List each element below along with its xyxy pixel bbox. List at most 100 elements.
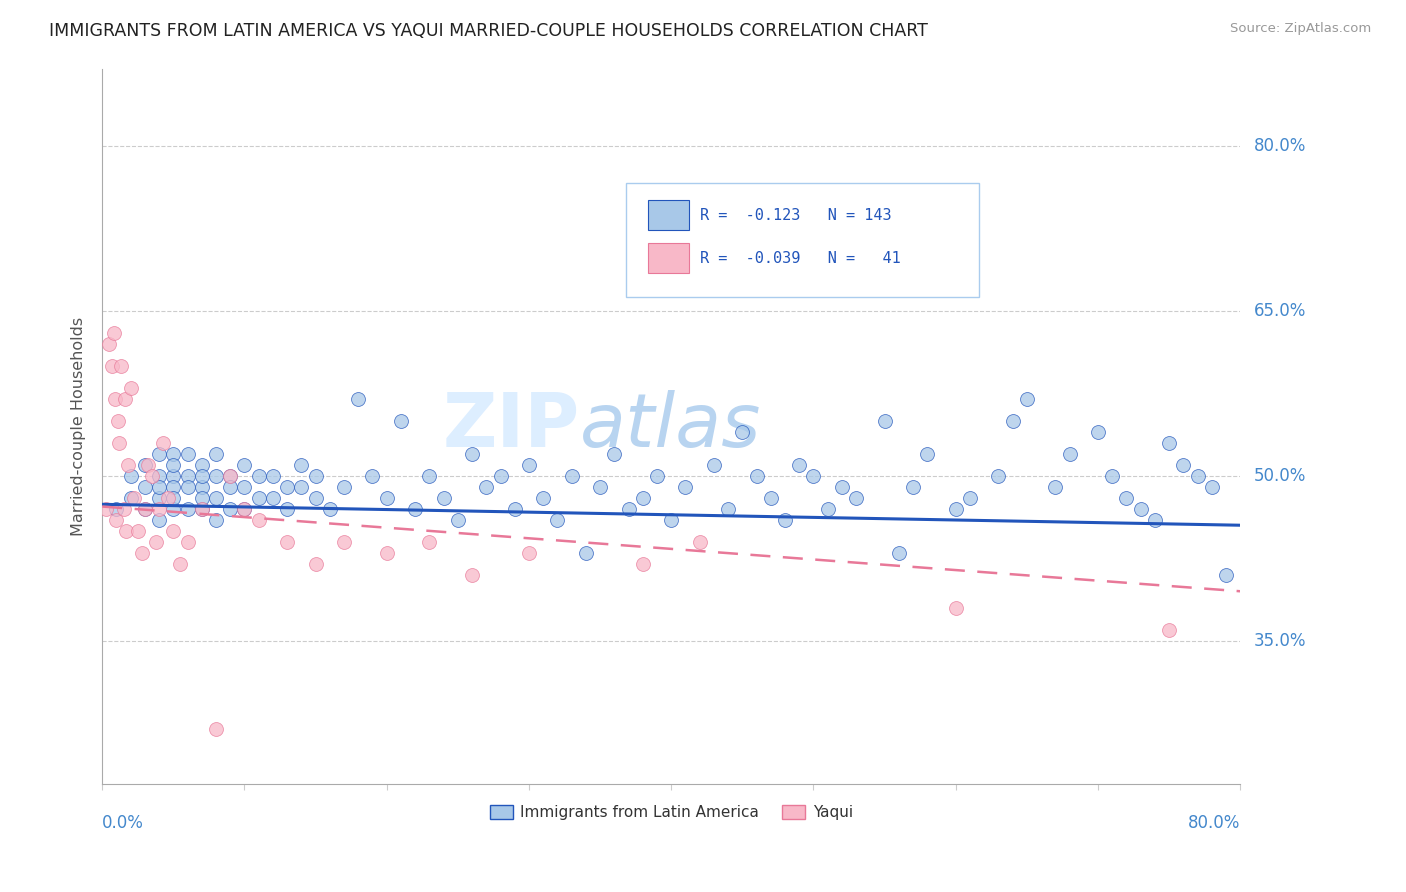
Point [433, 491, 456, 505]
Point [191, 491, 214, 505]
Point [262, 491, 284, 505]
Point [262, 468, 284, 483]
Point [418, 534, 440, 549]
Point [1143, 513, 1166, 527]
Point [603, 447, 626, 461]
Text: 80.0%: 80.0% [1254, 136, 1306, 154]
Point [233, 501, 256, 516]
Text: atlas: atlas [581, 390, 762, 462]
Point [108, 435, 131, 450]
Point [205, 722, 228, 736]
Text: 0.0%: 0.0% [103, 814, 143, 832]
Point [645, 468, 668, 483]
Point [347, 392, 370, 406]
Point [148, 468, 170, 483]
Point [98, 336, 121, 351]
Point [162, 468, 184, 483]
Point [191, 480, 214, 494]
Point [319, 501, 342, 516]
Point [131, 546, 153, 560]
Point [219, 468, 242, 483]
Point [1015, 392, 1038, 406]
Point [1159, 435, 1181, 450]
Point [1159, 623, 1181, 637]
Point [145, 534, 167, 549]
Point [176, 501, 198, 516]
Point [101, 359, 124, 373]
Point [845, 491, 868, 505]
Point [675, 480, 697, 494]
Point [375, 546, 398, 560]
Point [169, 557, 191, 571]
Point [803, 468, 825, 483]
Point [575, 546, 598, 560]
Point [162, 524, 184, 538]
Point [1045, 480, 1067, 494]
Text: 80.0%: 80.0% [1188, 814, 1240, 832]
Point [247, 491, 270, 505]
Point [304, 468, 326, 483]
Point [162, 501, 184, 516]
Point [162, 491, 184, 505]
Point [517, 546, 540, 560]
Point [703, 458, 725, 472]
Point [389, 414, 412, 428]
Point [120, 468, 142, 483]
Point [176, 534, 198, 549]
Y-axis label: Married-couple Households: Married-couple Households [72, 317, 86, 536]
Point [659, 513, 682, 527]
Text: R =  -0.039   N =   41: R = -0.039 N = 41 [700, 251, 900, 266]
Point [148, 513, 170, 527]
Point [110, 359, 132, 373]
Point [276, 501, 298, 516]
Text: Source: ZipAtlas.com: Source: ZipAtlas.com [1230, 22, 1371, 36]
Point [114, 392, 136, 406]
Point [191, 458, 214, 472]
Point [233, 480, 256, 494]
Point [917, 447, 939, 461]
Point [162, 458, 184, 472]
Point [276, 480, 298, 494]
Point [134, 458, 156, 472]
Point [112, 501, 135, 516]
Point [503, 501, 526, 516]
Point [631, 491, 654, 505]
Point [517, 458, 540, 472]
Point [1215, 567, 1237, 582]
Point [103, 326, 125, 340]
Point [1101, 468, 1123, 483]
FancyBboxPatch shape [648, 200, 689, 230]
Point [233, 501, 256, 516]
Point [1201, 480, 1223, 494]
Legend: Immigrants from Latin America, Yaqui: Immigrants from Latin America, Yaqui [484, 799, 859, 826]
Text: 50.0%: 50.0% [1254, 467, 1306, 484]
Point [901, 480, 924, 494]
Point [1115, 491, 1137, 505]
Text: R =  -0.123   N = 143: R = -0.123 N = 143 [700, 208, 891, 223]
Point [1129, 501, 1152, 516]
Point [787, 458, 810, 472]
Point [152, 435, 174, 450]
Point [127, 524, 149, 538]
Point [107, 414, 129, 428]
Point [176, 468, 198, 483]
Point [191, 468, 214, 483]
Point [831, 480, 853, 494]
Point [945, 600, 967, 615]
Point [404, 501, 426, 516]
Point [717, 501, 740, 516]
Point [617, 501, 640, 516]
Point [361, 468, 384, 483]
Point [461, 447, 484, 461]
Point [1173, 458, 1195, 472]
Text: 35.0%: 35.0% [1254, 632, 1306, 649]
Point [461, 567, 484, 582]
Point [1087, 425, 1109, 439]
Point [561, 468, 583, 483]
Point [1001, 414, 1024, 428]
Point [475, 480, 498, 494]
Point [689, 534, 711, 549]
Point [333, 534, 356, 549]
Point [162, 480, 184, 494]
Point [120, 491, 142, 505]
